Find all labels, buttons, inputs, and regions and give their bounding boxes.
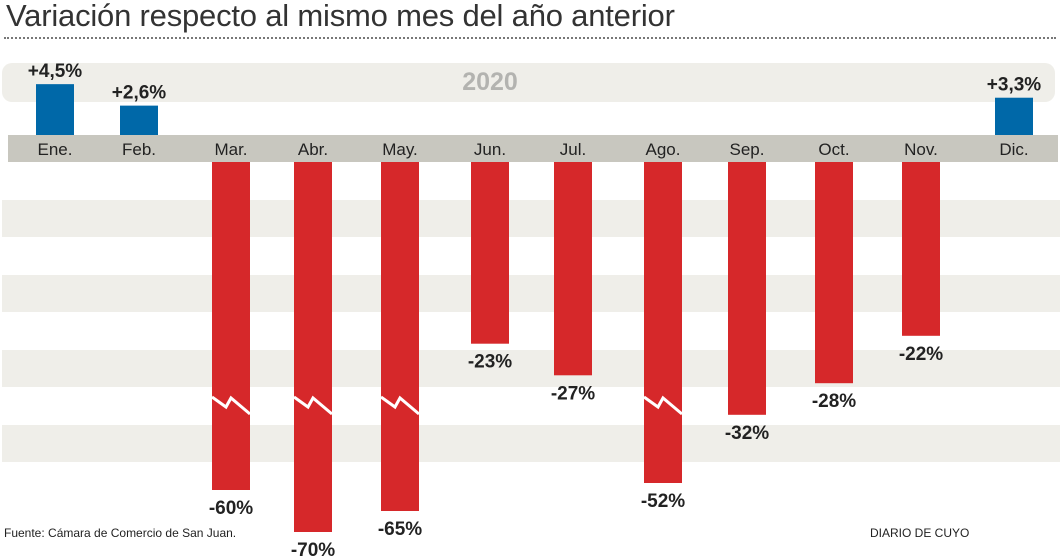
data-label: -27% [551,383,595,404]
grid-stripe [2,425,1060,462]
bar-jul [554,162,592,376]
axis-break-icon [211,395,251,416]
x-axis-band [8,135,1058,162]
data-label: -28% [812,391,856,412]
axis-break-icon [643,395,683,416]
publisher-credit: DIARIO DE CUYO [870,526,970,540]
bar-sep [728,162,766,415]
axis-break-icon [380,395,420,416]
data-label: -32% [725,423,769,444]
x-tick-label: Ene. [38,140,73,159]
bar-ago [644,162,682,483]
bar-mar [212,162,250,490]
bar-jun [471,162,509,344]
data-label: -22% [899,344,943,365]
data-label: -23% [468,352,512,373]
grid-stripe [2,350,1060,387]
data-label: +3,3% [987,75,1042,96]
bar-ene [36,84,74,135]
bar-feb [120,105,158,135]
bar-abr [294,162,332,532]
x-tick-label: Ago. [646,140,681,159]
bar-nov [902,162,940,336]
bar-oct [815,162,853,384]
x-tick-label: Oct. [818,140,849,159]
x-tick-label: Feb. [122,140,156,159]
data-label: -65% [378,519,422,540]
x-tick-label: Abr. [298,140,328,159]
bar-dic [995,97,1033,135]
x-tick-label: Jul. [560,140,586,159]
chart-title: Variación respecto al mismo mes del año … [6,0,675,33]
year-label: 2020 [462,68,518,96]
data-label: -52% [641,491,685,512]
x-tick-label: Dic. [999,140,1028,159]
source-note: Fuente: Cámara de Comercio de San Juan. [4,526,237,540]
data-label: -60% [209,498,253,519]
year-band [2,63,1055,102]
grid-stripe [2,200,1060,237]
x-tick-label: Sep. [730,140,765,159]
x-tick-label: Nov. [904,140,938,159]
data-label: +4,5% [28,61,83,82]
x-tick-label: May. [382,140,418,159]
x-tick-label: Jun. [474,140,506,159]
axis-break-icon [293,395,333,416]
data-label: -70% [291,540,335,560]
x-tick-label: Mar. [214,140,247,159]
data-label: +2,6% [112,83,167,104]
title-divider [4,37,1056,39]
grid-stripe [2,275,1060,312]
bar-may [381,162,419,511]
